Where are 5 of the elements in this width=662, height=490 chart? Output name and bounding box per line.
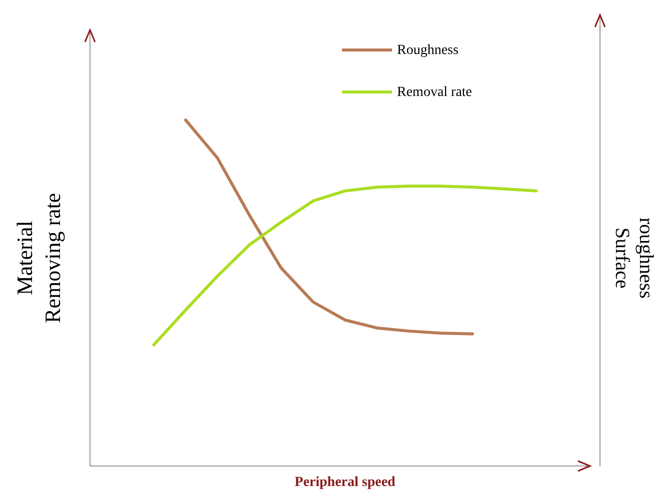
legend-label: Roughness — [397, 43, 458, 58]
y-axis-title: Material Removing rate — [12, 192, 65, 324]
y2-axis-title: Surface roughness — [611, 217, 657, 299]
x-axis-title: Peripheral speed — [294, 475, 396, 490]
legend-label: Removal rate — [397, 85, 472, 100]
